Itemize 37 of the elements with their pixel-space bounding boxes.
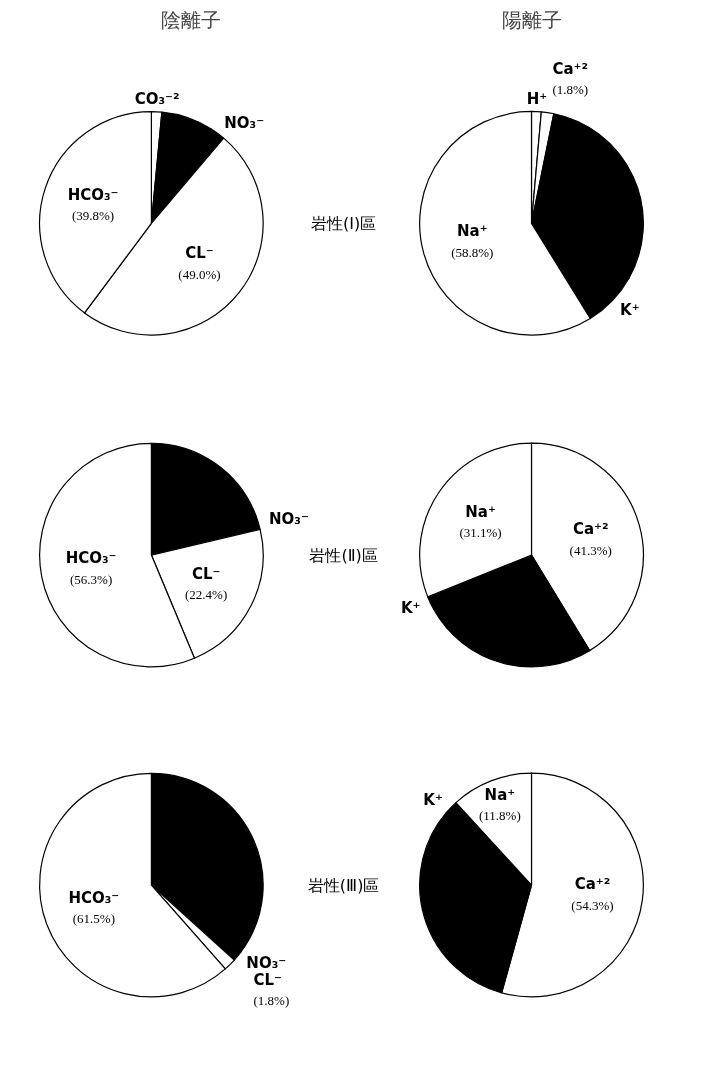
chart-title: 陽離子 [501,7,562,32]
data-label: (22.4%) [185,587,228,603]
chart-title: 陰離子 [160,7,221,32]
slice-label: Ca⁺² [574,875,611,894]
slice-label: K⁺ [423,790,443,809]
slice-label: Na⁺ [457,222,488,241]
data-label: (39.8%) [71,208,115,224]
slice-label: NO₃⁻ [269,510,309,529]
slice-label: Na⁺ [465,502,496,521]
data-label: (56.3%) [69,571,113,587]
text: 岩性(Ⅱ)區 [309,545,378,565]
slice-label: NO₃⁻ [246,954,287,973]
slice-label: NO₃⁻ [224,114,265,133]
data-label: (1.8%) [253,993,290,1009]
slice-label: CO₃⁻² [134,89,180,108]
data-label: (31.1%) [459,525,502,541]
slice-label: HCO₃⁻ [67,185,119,204]
data-label: (58.8%) [451,244,494,260]
slice-label: K⁺ [400,599,421,618]
slice-label: CL⁻ [191,565,221,584]
slice-label: HCO₃⁻ [68,888,120,907]
slice-label: H⁺ [526,89,548,108]
data-label: (41.3%) [569,542,612,558]
data-label: (54.3%) [571,897,614,913]
slice-label: K⁺ [620,300,640,319]
slice-label: HCO₃⁻ [65,549,117,568]
slice-label: Na⁺ [484,785,516,804]
data-label: (11.8%) [479,808,521,824]
data-label: (49.0%) [178,266,221,282]
text: 岩性(Ⅰ)區 [311,213,377,233]
slice-label: Ca⁺² [572,520,609,539]
text: 岩性(Ⅲ)區 [307,875,380,895]
data-label: (1.8%) [552,82,589,98]
slice-label: Ca⁺² [552,59,589,78]
data-label: (61.5%) [72,911,116,927]
slice-label: CL⁻ [185,244,214,263]
slice-label: CL⁻ [253,970,282,989]
